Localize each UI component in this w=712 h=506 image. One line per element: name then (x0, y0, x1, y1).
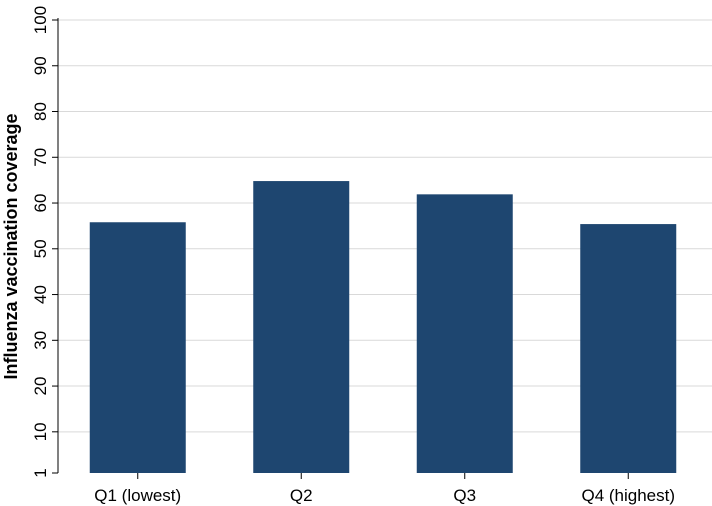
x-tick-label: Q2 (290, 486, 313, 505)
y-tick-label: 70 (31, 148, 50, 167)
y-tick-label: 50 (31, 239, 50, 258)
y-tick-label: 80 (31, 102, 50, 121)
y-tick-label: 100 (31, 6, 50, 34)
x-tick-label: Q1 (lowest) (94, 486, 181, 505)
bars (89, 181, 677, 474)
y-tick-labels: 1 10 20 30 40 50 60 70 80 90 100 (31, 6, 58, 478)
bar (416, 194, 513, 473)
bar (89, 222, 186, 473)
bar (580, 224, 677, 473)
y-tick-label: 1 (31, 468, 50, 477)
y-tick-label: 30 (31, 331, 50, 350)
bar (253, 181, 350, 474)
y-tick-label: 60 (31, 194, 50, 213)
x-tick-label: Q3 (453, 486, 476, 505)
x-tick-label: Q4 (highest) (581, 486, 675, 505)
y-axis-title: Influenza vaccination coverage (1, 113, 21, 379)
y-tick-label: 20 (31, 377, 50, 396)
y-tick-label: 10 (31, 422, 50, 441)
y-tick-label: 90 (31, 56, 50, 75)
y-tick-label: 40 (31, 285, 50, 304)
x-tick-labels: Q1 (lowest) Q2 Q3 Q4 (highest) (94, 473, 675, 505)
